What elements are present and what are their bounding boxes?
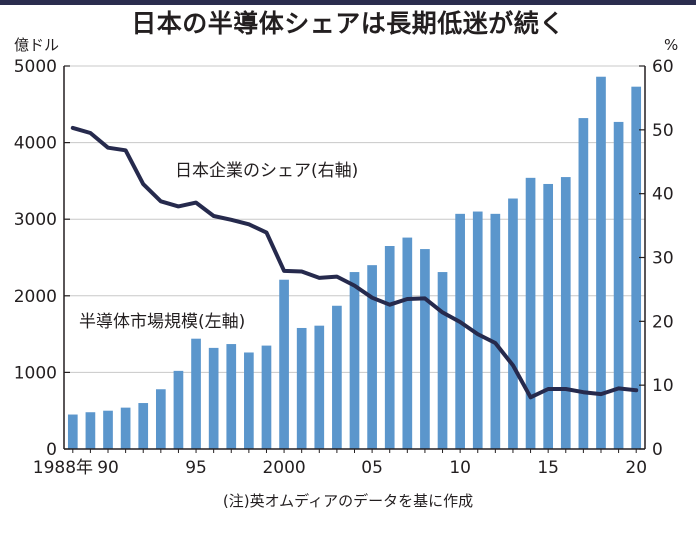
market-series-label: 半導体市場規模(左軸) [79,312,245,332]
bar [613,121,624,449]
bar [85,412,96,449]
share-series-label: 日本企業のシェア(右軸) [175,161,358,181]
bar [138,403,149,449]
bar [332,305,342,449]
bar [103,410,113,449]
bar [120,407,131,449]
bar [244,352,254,449]
chart-title: 日本の半導体シェアは長期低迷が続く [131,9,565,38]
left-tick-label: 1000 [14,363,57,383]
bar [173,370,184,449]
right-tick-label: 30 [652,249,674,269]
right-tick-label: 50 [652,121,674,141]
bar [296,327,307,449]
share-line [70,125,639,400]
bar [191,338,201,449]
right-tick-label: 60 [652,57,674,77]
line-series [70,125,639,400]
left-tick-label: 4000 [14,134,57,154]
bar-series [67,76,642,450]
bar [437,272,448,449]
left-axis-unit: 億ドル [14,36,59,54]
source-note: (注)英オムディアのデータを基に作成 [222,492,474,510]
bar [261,345,272,449]
bar [402,237,413,449]
bar [67,414,78,449]
bar [420,249,430,449]
left-tick-label: 3000 [14,210,57,230]
bar [560,177,571,449]
x-tick-label: 95 [185,458,207,478]
left-tick-label: 0 [46,440,57,460]
right-tick-label: 0 [652,440,663,460]
bar [490,213,501,449]
bar [525,177,536,449]
x-tick-label: 10 [449,458,471,478]
left-tick-label: 2000 [14,287,57,307]
bar [155,389,166,449]
x-tick-label: 20 [625,458,647,478]
bar [279,279,289,449]
left-tick-label: 5000 [14,57,57,77]
bar [384,246,395,449]
x-tick-label: 90 [97,458,119,478]
x-tick-label: 1988年 [33,458,93,478]
bar [314,325,325,449]
right-tick-label: 20 [652,312,674,332]
x-tick-label: 15 [537,458,559,478]
bar [367,265,377,449]
bar [578,118,589,449]
right-axis-unit: % [664,36,678,54]
bar [596,76,606,449]
x-tick-label: 2000 [262,458,305,478]
bar [543,183,554,450]
bar [472,211,483,449]
top-accent-bar [0,0,696,5]
bar [208,347,219,449]
bar [455,213,465,449]
bar [508,198,518,449]
bar [631,86,642,449]
bar [349,272,360,449]
bar [226,344,237,449]
x-tick-label: 05 [361,458,383,478]
right-tick-label: 40 [652,185,674,205]
right-tick-label: 10 [652,376,674,396]
